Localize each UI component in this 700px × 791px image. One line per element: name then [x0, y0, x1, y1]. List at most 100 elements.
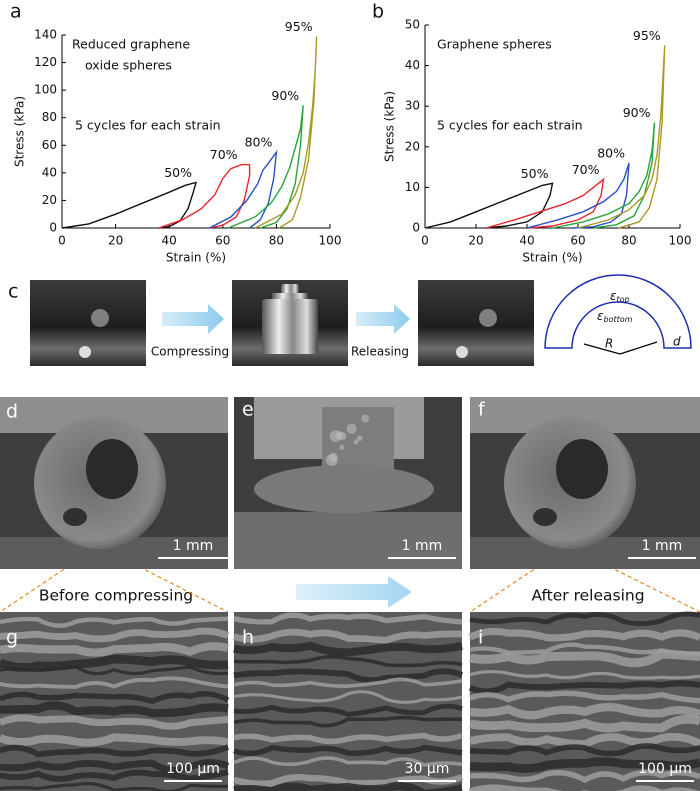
flake — [0, 744, 230, 758]
series-line — [158, 163, 251, 229]
y-tick-label: 80 — [42, 110, 57, 124]
flake — [233, 668, 464, 684]
series-label: 95% — [285, 19, 313, 34]
x-tick-label: 100 — [669, 234, 692, 248]
flake — [0, 616, 229, 628]
cavity — [86, 439, 138, 499]
annotation: oxide spheres — [85, 58, 172, 73]
flake — [0, 627, 230, 643]
x-tick-label: 60 — [215, 234, 230, 248]
flake — [233, 628, 463, 644]
arrow — [162, 304, 224, 334]
y-tick-label: 60 — [42, 138, 57, 152]
flake — [469, 714, 700, 733]
sem-image: 100 μm — [0, 612, 230, 791]
flake — [469, 611, 700, 626]
y-axis-label: Stress (kPa) — [13, 96, 27, 167]
x-tick-label: 20 — [468, 234, 483, 248]
series-line — [424, 182, 554, 229]
flake — [233, 677, 463, 688]
action-label: Releasing — [351, 345, 409, 359]
flake — [0, 654, 229, 672]
action-label: Compressing — [151, 345, 229, 359]
x-tick-label: 40 — [519, 234, 534, 248]
y-tick-label: 40 — [42, 165, 57, 179]
series-label: 90% — [271, 88, 299, 103]
panel-label: i — [478, 627, 483, 649]
flake — [0, 714, 229, 730]
epsilon-top: εtop — [610, 289, 630, 304]
flake — [233, 756, 463, 767]
series-line — [61, 181, 198, 229]
x-tick-label: 80 — [621, 234, 636, 248]
panel-label: f — [478, 399, 486, 421]
flake — [233, 715, 463, 728]
sem-image: 1 mm — [0, 397, 228, 569]
y-tick-label: 100 — [34, 83, 57, 97]
pore — [325, 454, 338, 466]
x-tick-label: 60 — [570, 234, 585, 248]
series-label: 70% — [210, 147, 238, 162]
flake — [469, 757, 700, 773]
flake — [0, 701, 229, 718]
annotation: Reduced graphene — [72, 37, 190, 52]
subscript: top — [617, 295, 630, 304]
photo-released — [418, 280, 534, 366]
annotation: Graphene spheres — [437, 37, 552, 52]
pore — [353, 439, 359, 445]
pore — [361, 414, 370, 423]
sem-image: 1 mm — [234, 397, 462, 569]
y-tick-label: 120 — [34, 55, 57, 69]
sem-image: 100 μm — [468, 611, 700, 791]
scale-bar-label: 30 μm — [405, 761, 450, 777]
flake — [0, 759, 230, 774]
x-tick-label: 100 — [319, 234, 342, 248]
flake — [0, 733, 229, 747]
x-tick-label: 40 — [162, 234, 177, 248]
flake — [0, 676, 229, 689]
series-label: 80% — [245, 135, 273, 150]
sem-image: 1 mm — [470, 397, 700, 569]
cavity — [63, 508, 87, 526]
flake — [0, 665, 229, 676]
flake — [233, 690, 463, 704]
panel-label: d — [6, 401, 18, 423]
flake — [233, 781, 463, 791]
y-tick-label: 30 — [405, 99, 420, 113]
series-line — [227, 105, 304, 229]
panel-label: g — [6, 627, 18, 649]
scale-bar-label: 100 μm — [166, 761, 220, 777]
arrow — [296, 576, 412, 608]
panel-label: b — [372, 1, 384, 23]
caption: After releasing — [531, 587, 644, 605]
x-tick-label: 0 — [421, 234, 429, 248]
scale-bar-label: 1 mm — [402, 538, 443, 554]
panel-label: c — [8, 281, 18, 303]
cavity — [556, 439, 608, 499]
pore — [335, 430, 344, 440]
y-tick-label: 20 — [405, 139, 420, 153]
flake — [0, 691, 230, 705]
flake — [469, 732, 700, 749]
photo-compressing — [232, 280, 348, 366]
flake — [469, 769, 700, 784]
series-line — [526, 162, 630, 229]
radius-label: R — [605, 337, 613, 351]
flake — [469, 743, 700, 757]
scale-bar-label: 100 μm — [638, 761, 692, 777]
series-line — [552, 122, 656, 229]
series-line — [577, 45, 666, 229]
series-line — [254, 36, 318, 229]
series-line — [486, 177, 605, 229]
x-tick-label: 20 — [108, 234, 123, 248]
annotation: 5 cycles for each strain — [437, 118, 583, 133]
series-line — [209, 149, 278, 229]
y-tick-label: 0 — [412, 221, 420, 235]
flake — [469, 669, 700, 680]
series-label: 70% — [572, 162, 600, 177]
panel-label: e — [242, 399, 254, 421]
stage-bottom — [234, 512, 462, 569]
epsilon-bottom: εbottom — [597, 309, 633, 324]
shell-diagram: εtop εbottom R d — [544, 274, 692, 355]
